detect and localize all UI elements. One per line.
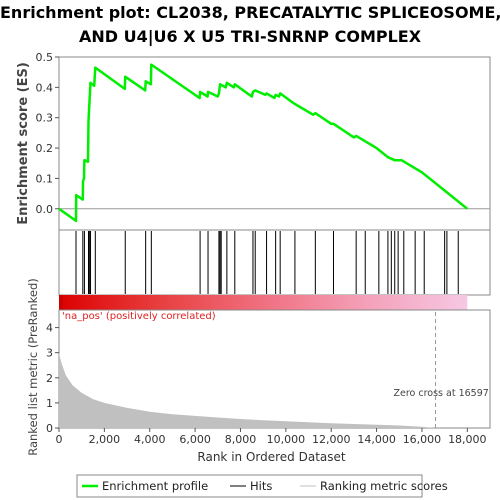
x-tick-label: 12,000 (312, 433, 351, 446)
ranking-metric-area (59, 352, 436, 428)
legend: Enrichment profile Hits Ranking metric sco… (76, 474, 448, 498)
x-tick-label: 10,000 (267, 433, 306, 446)
legend-label: Enrichment profile (102, 479, 208, 493)
metric-y-tick-label: 3 (46, 347, 53, 360)
x-tick-label: 4,000 (134, 433, 166, 446)
metric-y-tick-label: 4 (46, 322, 53, 335)
legend-label: Ranking metric scores (320, 479, 448, 493)
x-tick-label: 8,000 (225, 433, 257, 446)
es-y-tick-label: 0.2 (36, 142, 54, 155)
metric-y-tick-label: 0 (46, 422, 53, 435)
rank-gradient (59, 295, 468, 310)
metric-panel: 0 1 2 3 4 Zero cross at 16597 'na_pos' (positi… (26, 278, 491, 456)
x-tick-label: 14,000 (357, 433, 396, 446)
es-y-tick-label: 0.4 (36, 81, 54, 94)
x-axis: 0 2,000 4,000 6,000 8,000 10,000 12,000 14,000 1… (56, 428, 487, 464)
metric-y-tick-label: 1 (46, 397, 53, 410)
es-y-tick-label: 0.1 (36, 172, 54, 185)
x-axis-label: Rank in Ordered Dataset (197, 450, 345, 464)
rank-gradient-start (59, 295, 63, 310)
es-y-axis-label: Enrichment score (ES) (16, 62, 31, 225)
es-y-tick-label: 0.0 (36, 203, 54, 216)
hits-panel (58, 229, 491, 296)
x-tick-label: 18,000 (448, 433, 487, 446)
x-tick-label: 6,000 (179, 433, 211, 446)
positive-correlation-label: 'na_pos' (positively correlated) (62, 311, 216, 322)
legend-label: Hits (250, 479, 272, 493)
chart-title-line-1: Enrichment plot: CL2038, PRECATALYTIC SP… (0, 3, 500, 22)
es-y-tick-label: 0.3 (36, 112, 54, 125)
x-tick-label: 2,000 (89, 433, 121, 446)
hits-frame (58, 229, 491, 296)
es-frame (58, 56, 491, 231)
es-y-tick-label: 0.5 (36, 51, 54, 64)
chart-title-line-2: AND U4|U6 X U5 TRI-SNRNP COMPLEX (78, 27, 422, 46)
metric-y-tick-label: 2 (46, 372, 53, 385)
metric-frame (58, 309, 491, 429)
metric-y-axis-label: Ranked list metric (PreRanked) (26, 278, 40, 456)
x-tick-label: 0 (56, 433, 63, 446)
enrichment-profile-line (58, 63, 469, 223)
gradient-bar (59, 295, 468, 310)
legend-box (76, 474, 423, 498)
es-panel: 0.0 0.1 0.2 0.3 0.4 0.5 Enrichment score (ES) (16, 51, 491, 231)
zero-cross-label: Zero cross at 16597 (393, 388, 488, 399)
x-tick-label: 16,000 (403, 433, 442, 446)
